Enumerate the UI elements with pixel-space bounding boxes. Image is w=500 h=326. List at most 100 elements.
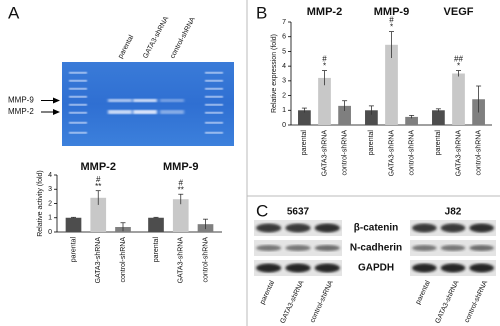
ladder-band	[205, 80, 223, 82]
group-title: MMP-2	[81, 161, 116, 173]
y-tick-label: 0	[48, 229, 52, 236]
ladder-band	[205, 72, 223, 74]
blot-band	[412, 245, 437, 251]
arrow-head	[53, 97, 60, 104]
gel-band	[133, 99, 157, 102]
bar	[65, 217, 82, 232]
bar	[385, 44, 398, 125]
y-tick-label: 3	[48, 186, 52, 193]
ladder-band	[205, 88, 223, 90]
y-tick-label: 7	[282, 19, 286, 26]
x-tick-label: GATA3-shRNA	[178, 237, 185, 284]
x-tick-label: control-shRNA	[341, 130, 348, 176]
significance: #	[322, 55, 327, 64]
gel-band	[160, 99, 184, 102]
y-tick-label: 6	[282, 34, 286, 41]
ladder-band	[69, 88, 87, 90]
lane-label: GATA3-shRNA	[435, 279, 461, 324]
significance: *	[323, 62, 326, 71]
bar	[338, 105, 351, 125]
y-tick-label: 0	[282, 122, 286, 129]
lane-label: parental	[117, 34, 135, 60]
y-axis-label: Relative expression (fold)	[271, 34, 278, 113]
protein-label: N-cadherin	[350, 243, 402, 254]
group-title: MMP-9	[163, 161, 198, 173]
x-tick-label: GATA3-shRNA	[455, 130, 462, 177]
ladder-band	[69, 112, 87, 114]
bar	[432, 110, 445, 125]
bar	[405, 116, 418, 125]
blot-band	[314, 263, 340, 273]
significance: #	[389, 16, 394, 25]
blot-band	[412, 223, 437, 233]
significance: #	[96, 175, 101, 184]
y-tick-label: 4	[282, 63, 286, 70]
gel-band	[133, 110, 157, 114]
bar	[90, 197, 107, 232]
blot-band	[285, 263, 311, 273]
protein-label: β-catenin	[354, 223, 398, 234]
panel-label: B	[256, 3, 267, 22]
blot-band	[412, 263, 437, 273]
x-tick-label: parental	[153, 237, 160, 263]
bar	[452, 73, 465, 125]
panel-label: C	[256, 201, 268, 220]
ladder-band	[205, 112, 223, 114]
blot-band	[256, 263, 282, 273]
ladder-band	[69, 122, 87, 124]
bar	[318, 77, 331, 125]
panel-label: A	[8, 3, 20, 22]
x-tick-label: parental	[435, 130, 442, 156]
x-tick-label: GATA3-shRNA	[95, 237, 102, 284]
group-title: VEGF	[444, 6, 474, 18]
bar	[298, 110, 311, 125]
lane-label: GATA3-shRNA	[280, 279, 306, 324]
blot-band	[440, 245, 466, 251]
blot-band	[440, 263, 466, 273]
y-axis-label: Relative activity (fold)	[37, 170, 44, 237]
x-tick-label: GATA3-shRNA	[388, 130, 395, 177]
blot-band	[440, 223, 466, 233]
significance: **	[95, 182, 101, 191]
y-tick-label: 1	[282, 107, 286, 114]
blot-band	[285, 223, 311, 233]
ladder-band	[69, 72, 87, 74]
lane-label: parental	[259, 279, 276, 305]
ladder-band	[205, 122, 223, 124]
x-tick-label: parental	[70, 237, 77, 263]
gel-band	[160, 110, 184, 114]
blot-band	[256, 223, 282, 233]
ladder-band	[69, 80, 87, 82]
group-title: MMP-9	[374, 6, 409, 18]
y-tick-label: 2	[282, 92, 286, 99]
significance: *	[457, 62, 460, 71]
x-tick-label: parental	[368, 130, 375, 156]
cell-line: J82	[445, 207, 462, 218]
cell-line: 5637	[287, 207, 310, 218]
y-tick-label: 2	[48, 200, 52, 207]
ladder-band	[69, 132, 87, 134]
lane-label: parental	[415, 279, 432, 305]
ladder-band	[69, 96, 87, 98]
x-tick-label: control-shRNA	[408, 130, 415, 176]
y-tick-label: 1	[48, 215, 52, 222]
lane-label: control-shRNA	[169, 16, 197, 60]
blot-band	[256, 245, 282, 251]
blot-band	[314, 223, 340, 233]
x-tick-label: control-shRNA	[475, 130, 482, 176]
blot-band	[469, 223, 494, 233]
arrow-head	[53, 109, 60, 115]
x-tick-label: control-shRNA	[202, 237, 209, 283]
ladder-band	[69, 104, 87, 106]
gel-band	[108, 99, 132, 102]
blot-band	[285, 245, 311, 251]
lane-label: GATA3-shRNA	[142, 15, 170, 60]
significance: **	[178, 185, 184, 194]
y-tick-label: 5	[282, 48, 286, 55]
band-label: MMP-2	[8, 107, 34, 116]
blot-band	[314, 245, 340, 251]
band-label: MMP-9	[8, 96, 34, 105]
protein-label: GAPDH	[358, 263, 394, 274]
ladder-band	[205, 104, 223, 106]
